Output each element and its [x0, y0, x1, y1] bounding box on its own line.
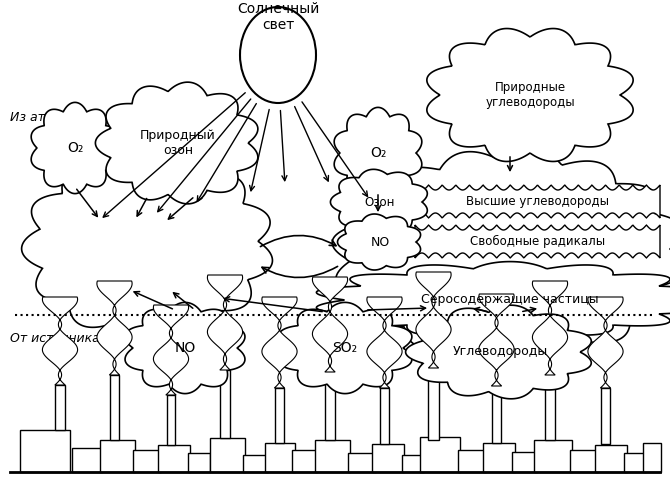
Bar	[512, 452, 537, 472]
Polygon shape	[208, 275, 243, 370]
Polygon shape	[97, 281, 132, 375]
Bar	[188, 453, 210, 472]
Bar	[601, 388, 610, 444]
Bar	[167, 395, 175, 445]
Bar	[545, 375, 555, 440]
Ellipse shape	[240, 7, 316, 103]
Text: Высшие углеводороды: Высшие углеводороды	[466, 195, 609, 208]
Polygon shape	[367, 297, 402, 388]
Text: NO: NO	[371, 236, 390, 249]
Bar	[595, 445, 627, 472]
Bar	[325, 372, 335, 440]
Text: Природный
озон: Природный озон	[140, 129, 216, 157]
Polygon shape	[21, 152, 273, 339]
Bar	[158, 445, 190, 472]
Polygon shape	[278, 302, 412, 394]
Text: Серосодержащие частицы: Серосодержащие частицы	[421, 293, 599, 307]
Text: NO: NO	[174, 341, 196, 355]
Polygon shape	[415, 185, 660, 218]
Text: Природные
углеводороды: Природные углеводороды	[485, 81, 575, 109]
Polygon shape	[334, 108, 422, 199]
Text: Озон: Озон	[364, 195, 395, 208]
Text: Солнечный
свет: Солнечный свет	[237, 2, 319, 32]
Bar	[643, 443, 661, 472]
Polygon shape	[125, 302, 245, 394]
Text: Свободные радикалы: Свободные радикалы	[470, 235, 605, 248]
Bar	[20, 430, 70, 472]
Bar	[265, 443, 295, 472]
Bar	[492, 386, 501, 443]
Text: O₂: O₂	[370, 146, 386, 160]
Bar	[110, 375, 119, 440]
Bar	[570, 450, 598, 472]
Polygon shape	[153, 305, 188, 395]
Bar	[100, 440, 135, 472]
Bar	[534, 440, 572, 472]
Bar	[133, 450, 161, 472]
Bar	[428, 368, 439, 440]
Bar	[72, 448, 102, 472]
Text: Из атмосферы: Из атмосферы	[10, 111, 105, 124]
Bar	[275, 388, 284, 443]
Polygon shape	[338, 214, 421, 270]
Polygon shape	[95, 82, 258, 204]
Bar	[315, 440, 350, 472]
Text: От источника: От источника	[10, 332, 100, 345]
Polygon shape	[479, 294, 514, 386]
Bar	[220, 370, 230, 438]
Polygon shape	[405, 305, 591, 399]
Bar	[458, 450, 486, 472]
Polygon shape	[416, 272, 451, 368]
Text: Углеводороды: Углеводороды	[452, 346, 547, 359]
Bar	[380, 388, 389, 444]
Polygon shape	[312, 277, 348, 372]
Bar	[243, 455, 268, 472]
Polygon shape	[427, 28, 633, 161]
Text: SO₂: SO₂	[332, 341, 358, 355]
Text: O₂: O₂	[67, 141, 83, 155]
Bar	[483, 443, 515, 472]
Bar	[292, 450, 317, 472]
Bar	[210, 438, 245, 472]
Polygon shape	[330, 169, 427, 235]
Polygon shape	[316, 262, 670, 338]
Polygon shape	[31, 102, 119, 193]
Bar	[55, 385, 65, 430]
Bar	[402, 455, 424, 472]
Bar	[420, 437, 460, 472]
Polygon shape	[588, 297, 623, 388]
Bar	[348, 453, 376, 472]
Polygon shape	[332, 149, 670, 360]
Polygon shape	[533, 281, 567, 375]
Bar	[624, 453, 646, 472]
Bar	[372, 444, 404, 472]
Polygon shape	[42, 297, 78, 385]
Polygon shape	[415, 225, 660, 258]
Polygon shape	[262, 297, 297, 388]
